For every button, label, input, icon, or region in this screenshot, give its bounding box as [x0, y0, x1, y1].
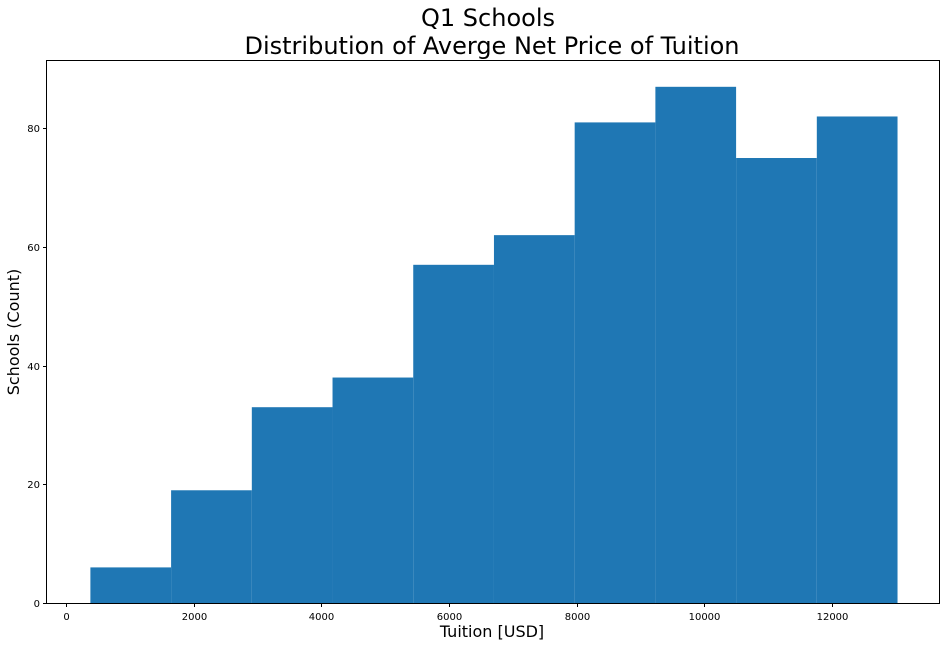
y-tick-label: 60: [27, 243, 40, 254]
histogram-bar: [816, 116, 898, 603]
histogram-bar: [251, 407, 333, 603]
x-tick-label: 12000: [817, 612, 849, 623]
x-tick-label: 8000: [565, 612, 590, 623]
x-tick-label: 10000: [689, 612, 721, 623]
histogram-bar: [171, 490, 252, 603]
y-axis: 0 20 40 60 80: [27, 124, 47, 610]
chart-subtitle: Distribution of Averge Net Price of Tuit…: [244, 32, 739, 60]
plot-frame: [46, 60, 940, 604]
histogram-bar: [90, 567, 172, 603]
y-tick-label: 40: [27, 362, 40, 373]
histogram-bar: [332, 377, 414, 603]
chart-title: Q1 Schools: [421, 4, 555, 32]
x-tick-label: 6000: [437, 612, 462, 623]
x-tick-label: 4000: [309, 612, 334, 623]
x-axis: 0 2000 4000 6000 8000 10000 12000: [63, 603, 848, 623]
x-tick-label: 0: [63, 612, 69, 623]
histogram-bar: [655, 86, 737, 604]
x-tick-label: 2000: [182, 612, 207, 623]
y-tick-label: 80: [27, 124, 40, 135]
histogram-bar: [574, 122, 656, 603]
y-axis-label: Schools (Count): [4, 269, 23, 396]
x-axis-label: Tuition [USD]: [439, 622, 544, 641]
bar-group: [90, 86, 898, 604]
y-tick-label: 20: [27, 480, 40, 491]
y-tick-label: 0: [34, 599, 40, 610]
histogram-bar: [736, 158, 817, 603]
histogram-bar: [413, 264, 494, 603]
histogram-bar: [493, 235, 575, 603]
